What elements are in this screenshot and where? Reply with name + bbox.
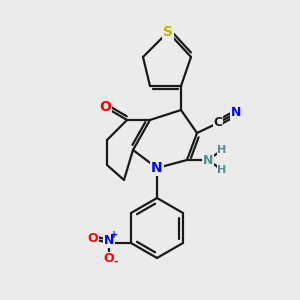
Text: H: H <box>218 165 226 175</box>
Text: S: S <box>163 25 173 39</box>
Text: -: - <box>114 257 118 267</box>
Text: C: C <box>213 116 223 130</box>
Text: O: O <box>99 100 111 114</box>
Text: N: N <box>231 106 241 119</box>
Text: H: H <box>218 145 226 155</box>
Text: O: O <box>104 253 114 266</box>
Text: +: + <box>110 230 118 240</box>
Text: N: N <box>104 235 114 248</box>
Text: O: O <box>88 232 98 245</box>
Text: N: N <box>151 161 163 175</box>
Text: N: N <box>203 154 213 166</box>
